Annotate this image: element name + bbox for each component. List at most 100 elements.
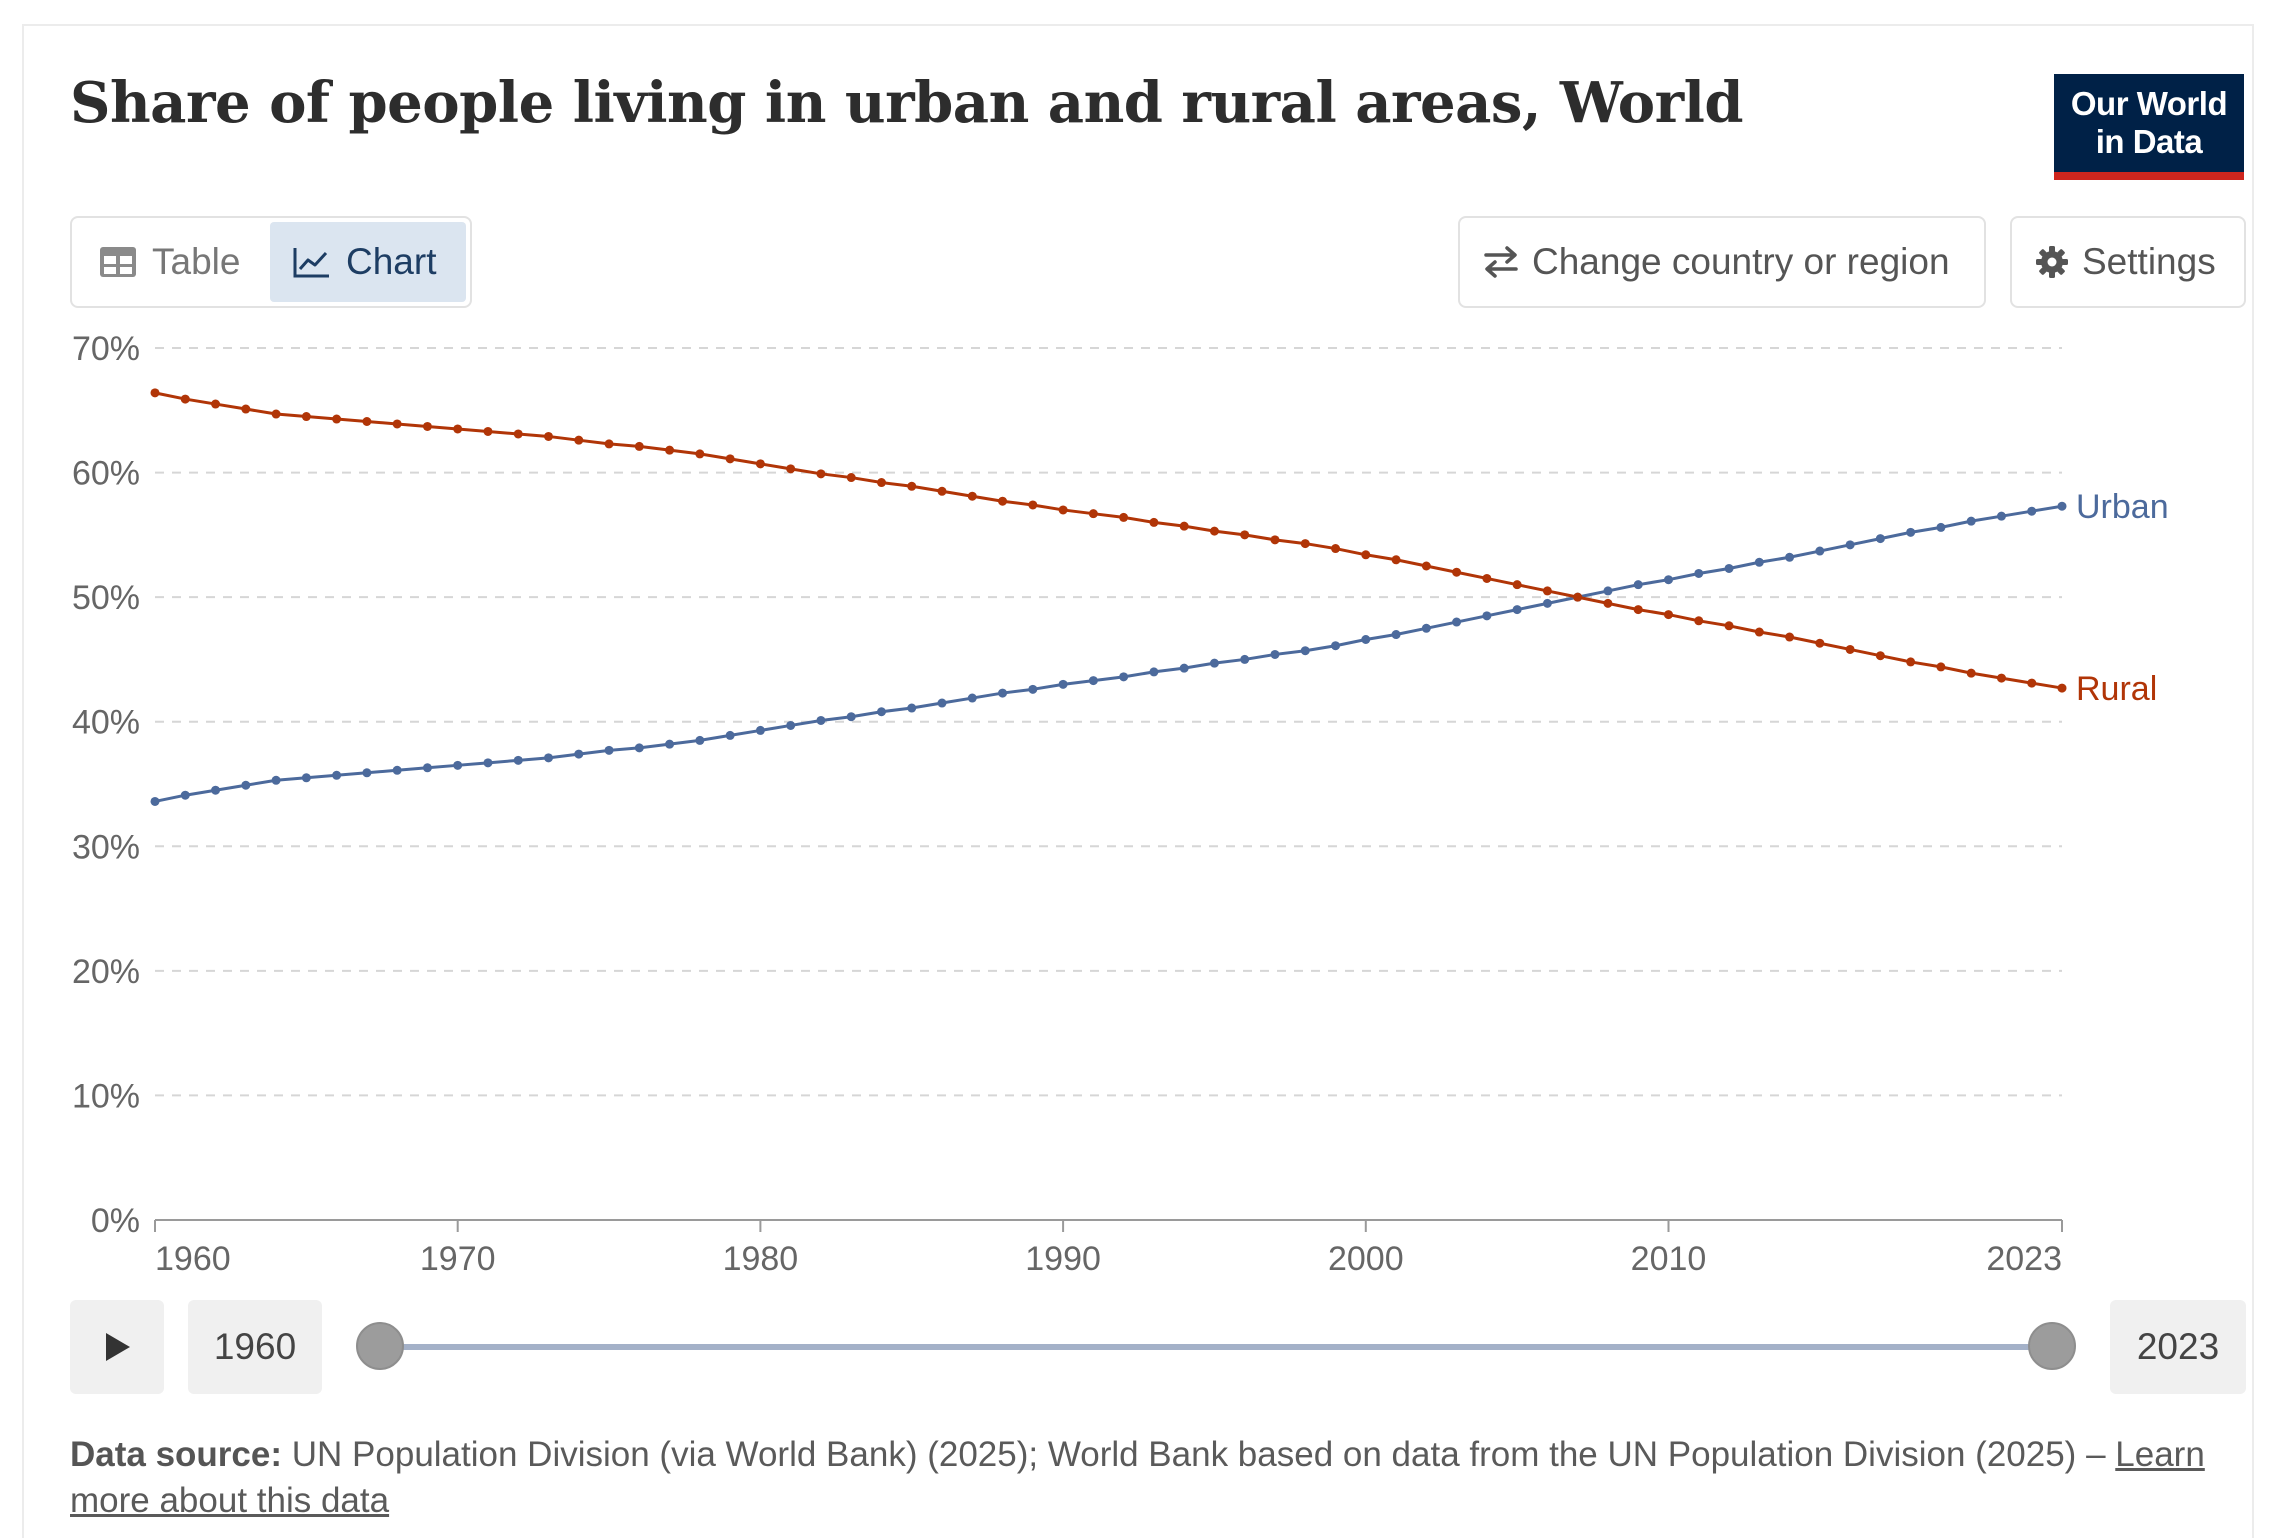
data-point-urban [2027, 506, 2037, 516]
data-point-rural [271, 409, 281, 419]
data-point-urban [937, 698, 947, 708]
data-point-urban [422, 763, 432, 773]
learn-more-link[interactable]: Learn more about this data [70, 1435, 2205, 1520]
data-point-urban [2057, 501, 2067, 511]
data-point-rural [1845, 644, 1855, 654]
data-point-rural [755, 459, 765, 469]
x-tick-label: 1980 [723, 1240, 799, 1278]
data-point-urban [1996, 511, 2006, 521]
data-point-rural [1452, 567, 1462, 577]
data-point-rural [1633, 605, 1643, 615]
data-point-urban [1270, 649, 1280, 659]
y-tick-label: 30% [72, 828, 140, 866]
data-point-rural [695, 449, 705, 459]
data-point-rural [907, 481, 917, 491]
data-point-rural [1663, 610, 1673, 620]
data-point-rural [1300, 539, 1310, 549]
x-tick-label: 1960 [155, 1240, 231, 1278]
play-button[interactable] [70, 1300, 164, 1394]
data-point-rural [604, 439, 614, 449]
x-tick-label: 2010 [1631, 1240, 1707, 1278]
data-point-rural [846, 473, 856, 483]
data-point-urban [1754, 557, 1764, 567]
data-point-rural [634, 441, 644, 451]
data-point-rural [1512, 580, 1522, 590]
data-point-rural [1270, 535, 1280, 545]
y-tick-label: 40% [72, 704, 140, 742]
data-point-rural [1179, 521, 1189, 531]
data-point-urban [876, 707, 886, 717]
y-tick-label: 60% [72, 455, 140, 493]
data-point-rural [1119, 512, 1129, 522]
tab-chart-label: Chart [346, 241, 437, 282]
timeline-start-year[interactable]: 1960 [188, 1300, 322, 1394]
data-point-urban [1452, 617, 1462, 627]
timeline-start-handle[interactable] [356, 1322, 404, 1370]
data-point-urban [1633, 580, 1643, 590]
data-point-urban [1088, 676, 1098, 686]
data-point-rural [876, 478, 886, 488]
data-point-urban [211, 785, 221, 795]
data-point-urban [1028, 684, 1038, 694]
data-point-urban [1966, 516, 1976, 526]
chart-title: Share of people living in urban and rura… [70, 70, 1744, 136]
data-point-rural [1573, 592, 1583, 602]
data-point-urban [1058, 679, 1068, 689]
tab-table[interactable]: Table [76, 222, 276, 302]
data-point-rural [332, 414, 342, 424]
data-point-rural [1058, 505, 1068, 515]
data-point-rural [513, 429, 523, 439]
timeline-end-year[interactable]: 2023 [2110, 1300, 2246, 1394]
data-point-rural [2057, 683, 2067, 693]
data-point-rural [1482, 573, 1492, 583]
play-icon [106, 1333, 130, 1361]
swap-arrows-icon [1484, 246, 1518, 278]
data-point-urban [755, 725, 765, 735]
data-point-urban [665, 739, 675, 749]
data-point-rural [1936, 662, 1946, 672]
data-point-rural [1694, 616, 1704, 626]
data-point-urban [1119, 672, 1129, 682]
data-source-text: UN Population Division (via World Bank) … [291, 1435, 2106, 1474]
data-point-urban [967, 693, 977, 703]
data-point-urban [1361, 634, 1371, 644]
data-point-rural [998, 496, 1008, 506]
data-point-rural [967, 491, 977, 501]
data-source-note: Data source: UN Population Division (via… [70, 1432, 2210, 1524]
data-point-urban [1240, 654, 1250, 664]
data-point-urban [786, 720, 796, 730]
data-point-rural [1966, 668, 1976, 678]
data-point-urban [1482, 611, 1492, 621]
data-point-urban [816, 715, 826, 725]
change-region-button[interactable]: Change country or region [1458, 216, 1986, 308]
data-point-urban [241, 780, 251, 790]
timeline-end-handle[interactable] [2028, 1322, 2076, 1370]
data-point-urban [1724, 563, 1734, 573]
data-point-urban [695, 735, 705, 745]
y-tick-label: 70% [72, 330, 140, 368]
timeline-slider-track[interactable] [380, 1344, 2052, 1350]
settings-button[interactable]: Settings [2010, 216, 2246, 308]
settings-label: Settings [2082, 241, 2216, 282]
data-point-rural [1724, 621, 1734, 631]
tab-chart[interactable]: Chart [270, 222, 466, 302]
data-point-urban [1149, 667, 1159, 677]
data-source-label: Data source: [70, 1435, 283, 1474]
data-point-urban [301, 773, 311, 783]
data-point-urban [1845, 540, 1855, 550]
data-point-rural [392, 419, 402, 429]
view-toggle: Table Chart [70, 216, 472, 308]
data-point-urban [150, 796, 160, 806]
y-tick-label: 10% [72, 1077, 140, 1115]
data-point-rural [725, 454, 735, 464]
owid-logo[interactable]: Our World in Data [2054, 74, 2244, 180]
data-point-urban [544, 753, 554, 763]
data-point-rural [1754, 627, 1764, 637]
data-point-rural [211, 399, 221, 409]
change-region-label: Change country or region [1532, 241, 1950, 282]
series-label-rural: Rural [2076, 670, 2157, 708]
data-point-urban [332, 770, 342, 780]
data-point-rural [180, 394, 190, 404]
data-point-urban [362, 768, 372, 778]
data-point-rural [1603, 598, 1613, 608]
